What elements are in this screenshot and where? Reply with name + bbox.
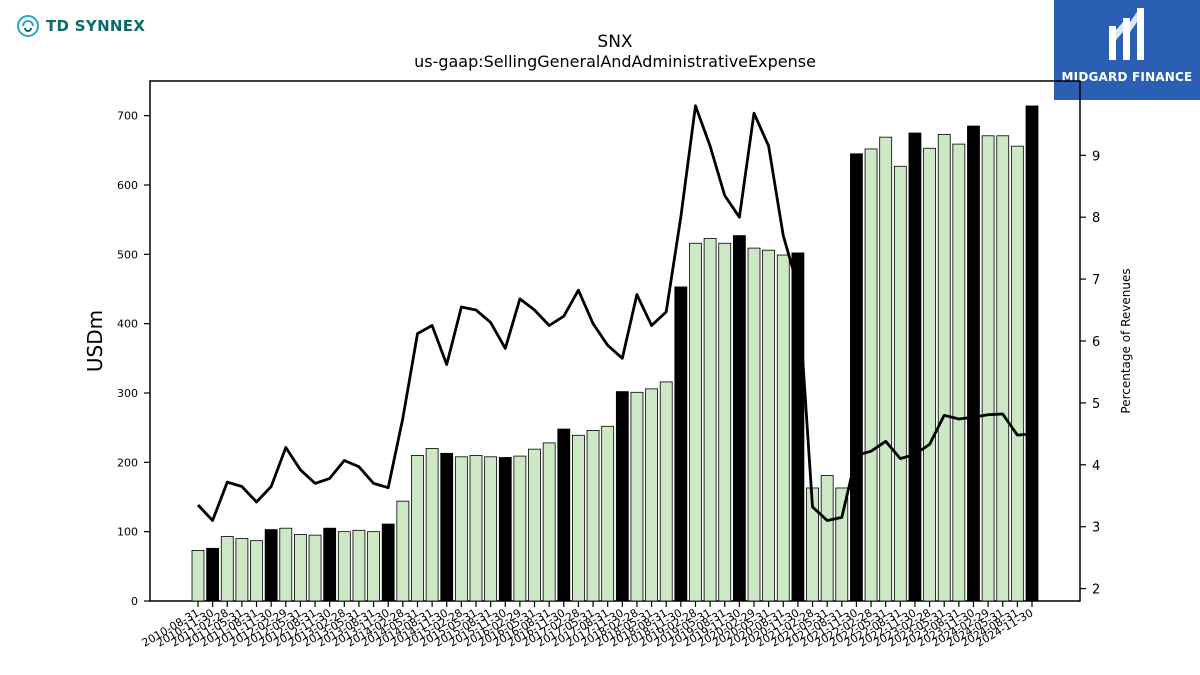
bar-2019-02-28 bbox=[689, 242, 702, 602]
chart-subtitle: us-gaap:SellingGeneralAndAdministrativeE… bbox=[414, 52, 816, 71]
td-synnex-brand: TD SYNNEX bbox=[16, 14, 145, 38]
bar-2013-11-30 bbox=[381, 523, 395, 602]
line-layer bbox=[196, 104, 1033, 522]
bar-2022-02-28 bbox=[864, 148, 878, 602]
td-synnex-swirl-icon bbox=[17, 15, 39, 37]
y2-tick-label: 5 bbox=[1092, 397, 1100, 412]
y-tick-label: 0 bbox=[131, 595, 138, 608]
bar-2011-11-30 bbox=[264, 529, 278, 602]
bar-2010-08-31 bbox=[191, 549, 205, 602]
y2-tick-label: 7 bbox=[1092, 273, 1100, 288]
bar-2023-08-31 bbox=[952, 143, 966, 602]
bar-2018-08-31 bbox=[659, 381, 673, 602]
y-tick-label: 300 bbox=[117, 387, 138, 400]
bar-2018-02-28 bbox=[630, 391, 644, 602]
bar-2019-08-31 bbox=[718, 242, 732, 602]
bar-2022-11-30 bbox=[908, 132, 922, 602]
bar-2019-05-31 bbox=[703, 237, 717, 602]
bar-2023-11-30 bbox=[967, 125, 980, 602]
bar-2015-05-31 bbox=[469, 454, 483, 602]
axes-layer: 0100200300400500600700234567892010-08-31… bbox=[117, 110, 1100, 650]
bar-2014-11-30 bbox=[440, 452, 454, 602]
bar-2011-02-28 bbox=[220, 536, 234, 602]
y-tick-label: 600 bbox=[117, 179, 138, 192]
bar-2016-05-31 bbox=[528, 448, 541, 602]
y2-tick-label: 6 bbox=[1092, 335, 1100, 350]
bar-2013-08-31 bbox=[367, 531, 380, 602]
bar-2012-02-29 bbox=[279, 527, 293, 602]
bar-2016-08-31 bbox=[542, 442, 556, 602]
y2-tick-label: 4 bbox=[1092, 459, 1100, 474]
bar-2012-08-31 bbox=[308, 534, 322, 602]
y-tick-label: 200 bbox=[117, 456, 138, 469]
chart-title: SNX bbox=[597, 32, 633, 52]
bar-2018-11-30 bbox=[674, 286, 688, 602]
bar-2011-05-31 bbox=[235, 538, 249, 602]
y2-tick-label: 3 bbox=[1092, 521, 1100, 536]
bar-2012-05-31 bbox=[294, 534, 307, 602]
bar-2014-02-28 bbox=[396, 500, 410, 602]
bar-2017-02-28 bbox=[572, 434, 585, 602]
bar-2019-11-30 bbox=[732, 235, 746, 602]
series-line-percentage-of-revenues bbox=[196, 104, 1033, 522]
bar-2011-08-31 bbox=[250, 540, 263, 602]
bar-2013-05-31 bbox=[352, 529, 366, 602]
bar-2023-05-31 bbox=[937, 133, 951, 602]
midgard-finance-brand: MIDGARD FINANCE bbox=[1054, 0, 1200, 100]
y-tick-label: 700 bbox=[117, 110, 138, 123]
bar-2014-05-31 bbox=[411, 454, 424, 602]
bar-2018-05-31 bbox=[645, 388, 658, 602]
bar-2015-08-31 bbox=[484, 456, 498, 602]
y-tick-label: 400 bbox=[117, 318, 138, 331]
bar-2017-11-30 bbox=[615, 391, 629, 602]
bar-2016-11-30 bbox=[557, 428, 571, 602]
bars-layer bbox=[191, 105, 1039, 602]
y-tick-label: 500 bbox=[117, 248, 138, 261]
y2-tick-label: 8 bbox=[1092, 211, 1100, 226]
midgard-m-icon bbox=[1109, 8, 1144, 60]
bar-2020-08-31 bbox=[776, 254, 790, 602]
bar-2010-11-30 bbox=[206, 547, 220, 602]
y2-tick-label: 9 bbox=[1092, 149, 1100, 164]
bar-2022-05-31 bbox=[879, 136, 893, 602]
bar-2015-11-30 bbox=[498, 457, 512, 602]
bar-2020-02-29 bbox=[747, 247, 761, 602]
bar-2012-11-30 bbox=[323, 527, 337, 602]
bar-2020-05-31 bbox=[762, 249, 776, 602]
y-axis-label: USDm bbox=[83, 310, 107, 372]
y2-axis-label: Percentage of Revenues bbox=[1119, 268, 1133, 413]
bar-2024-02-29 bbox=[981, 135, 995, 602]
bar-2022-08-31 bbox=[893, 165, 907, 602]
bar-2013-02-28 bbox=[337, 531, 351, 602]
y2-tick-label: 2 bbox=[1092, 583, 1100, 598]
bar-2021-05-31 bbox=[820, 475, 834, 602]
bar-2021-11-30 bbox=[850, 153, 863, 602]
td-synnex-name: TD SYNNEX bbox=[46, 17, 146, 35]
bar-2016-02-29 bbox=[513, 455, 527, 602]
bar-2023-02-28 bbox=[923, 147, 936, 602]
bar-2024-08-31 bbox=[1010, 145, 1024, 602]
bar-2017-08-31 bbox=[601, 425, 615, 602]
bar-2015-02-28 bbox=[454, 456, 468, 602]
y-tick-label: 100 bbox=[117, 526, 138, 539]
bar-2024-11-30 bbox=[1025, 105, 1039, 602]
bar-2017-05-31 bbox=[586, 430, 600, 602]
bar-2024-05-31 bbox=[996, 135, 1010, 602]
midgard-finance-name: MIDGARD FINANCE bbox=[1061, 70, 1193, 84]
bar-2014-08-31 bbox=[425, 448, 439, 602]
